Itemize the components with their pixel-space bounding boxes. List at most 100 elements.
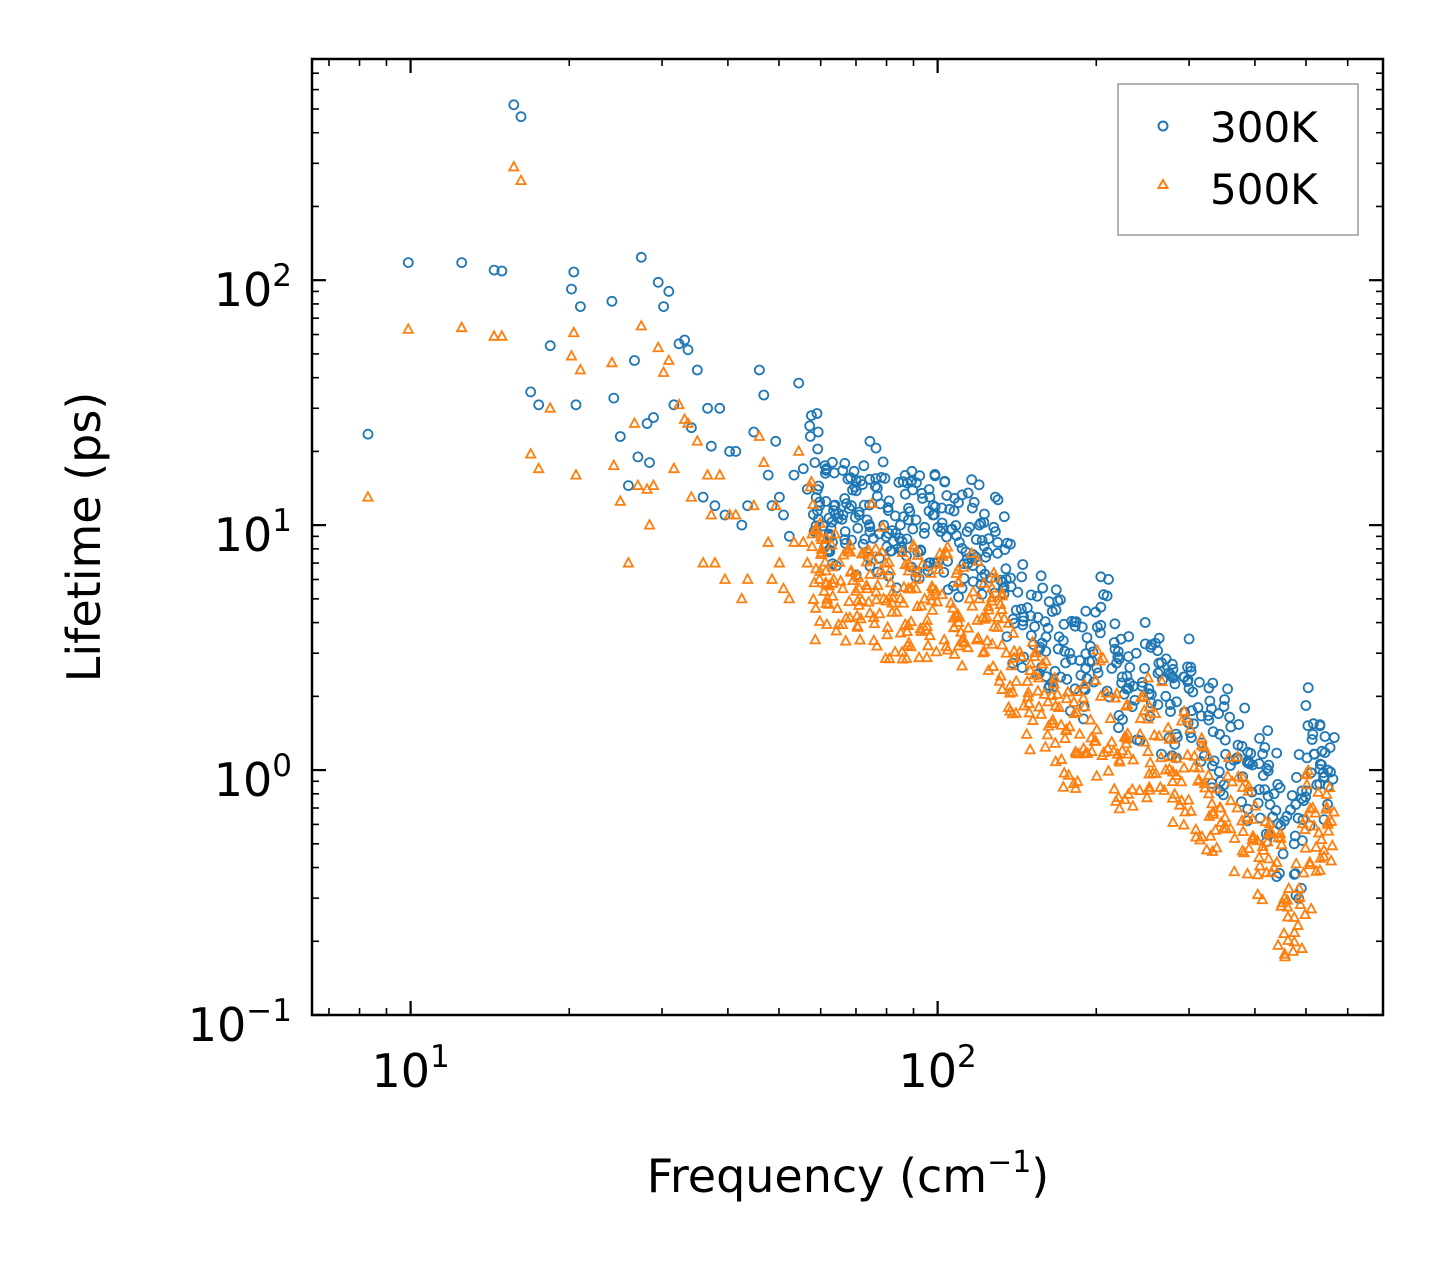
cloud-point <box>1207 726 1219 738</box>
cloud-point <box>991 620 1004 632</box>
cloud-point <box>908 541 921 553</box>
cloud-point <box>977 576 991 588</box>
cloud-point <box>950 566 963 578</box>
cloud-point <box>1320 787 1333 799</box>
cloud-point <box>879 556 892 568</box>
cloud-point <box>1257 748 1268 760</box>
data-point <box>635 319 648 331</box>
cloud-point <box>1091 643 1104 655</box>
cloud-point <box>1271 747 1283 759</box>
x-axis-label: Frequency (cm−1) <box>647 1145 1050 1203</box>
cloud-point <box>1309 806 1322 818</box>
cloud-point <box>1059 645 1070 657</box>
cloud-point <box>962 487 974 499</box>
cloud-point <box>1310 840 1323 852</box>
data-point <box>983 533 995 545</box>
data-point <box>1171 696 1182 708</box>
cloud-point <box>865 496 878 509</box>
cloud-point <box>989 571 1002 583</box>
cloud-point <box>1057 635 1069 646</box>
cloud-point <box>1301 785 1312 797</box>
cloud-point <box>1169 739 1181 750</box>
cloud-point <box>1166 658 1178 670</box>
cloud-point <box>1254 733 1265 744</box>
data-point <box>777 581 790 594</box>
data-point <box>1041 694 1055 707</box>
data-point <box>861 581 874 594</box>
cloud-point <box>1198 776 1211 789</box>
cloud-point <box>1071 684 1084 696</box>
y-tick-label-base: 10 <box>188 998 247 1052</box>
cloud-point <box>820 592 834 604</box>
data-point <box>1073 727 1086 739</box>
cloud-point <box>939 476 951 488</box>
cloud-point <box>1109 691 1122 703</box>
cloud-point <box>995 586 1009 598</box>
cloud-point <box>1076 621 1088 633</box>
data-point <box>608 392 620 404</box>
cloud-point <box>846 534 857 546</box>
cloud-point <box>819 575 832 588</box>
cloud-point <box>897 596 910 608</box>
cloud-point <box>956 489 968 501</box>
cloud-point <box>870 480 881 492</box>
cloud-point <box>1207 677 1219 689</box>
cloud-point <box>876 567 889 580</box>
cloud-point <box>1213 708 1224 720</box>
cloud-point <box>923 484 935 495</box>
cloud-point <box>1213 766 1225 778</box>
cloud-point <box>971 554 985 566</box>
cloud-point <box>1007 657 1019 669</box>
legend-label-300k: 300K <box>1210 103 1319 152</box>
cloud-point <box>1089 673 1102 685</box>
cloud-point <box>1327 805 1341 817</box>
cloud-point <box>1189 830 1203 842</box>
data-point <box>1288 910 1301 922</box>
cloud-point <box>1162 721 1175 733</box>
cloud-point <box>1192 772 1205 784</box>
data-point <box>402 322 415 334</box>
cloud-point <box>1236 780 1249 792</box>
data-point <box>641 418 653 429</box>
cloud-point <box>1133 727 1147 739</box>
data-point <box>697 491 709 503</box>
cloud-point <box>1183 633 1195 645</box>
cloud-point <box>1124 677 1135 689</box>
cloud-point <box>1262 765 1274 777</box>
cloud-point <box>1217 822 1230 834</box>
cloud-point <box>1166 774 1179 787</box>
cloud-point <box>1305 902 1318 914</box>
cloud-point <box>864 473 876 485</box>
data-point <box>496 265 508 277</box>
data-point <box>488 264 500 276</box>
data-point <box>714 402 726 414</box>
data-point <box>1095 619 1107 631</box>
cloud-point <box>1112 790 1125 803</box>
cloud-point <box>1178 704 1191 716</box>
cloud-point <box>932 562 946 575</box>
data-point <box>702 402 713 414</box>
cloud-point <box>1299 841 1312 853</box>
cloud-point <box>834 574 847 586</box>
cloud-point <box>1167 663 1179 675</box>
data-point <box>525 386 537 398</box>
cloud-point <box>1145 689 1157 700</box>
cloud-point <box>1276 895 1289 908</box>
cloud-point <box>1270 855 1283 867</box>
cloud-point <box>1281 933 1295 945</box>
cloud-point <box>1219 694 1230 705</box>
cloud-point <box>820 617 833 629</box>
cloud-point <box>1134 690 1148 703</box>
x-tick-label: 101 <box>371 1039 449 1098</box>
data-point <box>723 508 736 520</box>
cloud-point <box>860 578 873 591</box>
data-point <box>1064 647 1075 659</box>
data-point <box>769 498 782 511</box>
cloud-point <box>1188 760 1201 772</box>
cloud-point <box>815 542 828 554</box>
cloud-point <box>1075 669 1087 681</box>
cloud-point <box>1262 851 1275 864</box>
cloud-point <box>1006 706 1019 719</box>
cloud-point <box>1048 671 1061 683</box>
